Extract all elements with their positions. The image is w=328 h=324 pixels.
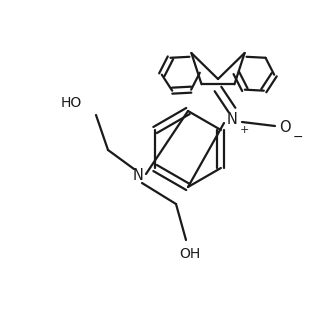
Text: −: − [293, 131, 303, 144]
Text: OH: OH [179, 247, 201, 261]
Text: +: + [239, 125, 249, 135]
Text: HO: HO [61, 96, 82, 110]
Text: N: N [227, 112, 237, 128]
Text: O: O [279, 121, 291, 135]
Text: N: N [133, 168, 143, 183]
